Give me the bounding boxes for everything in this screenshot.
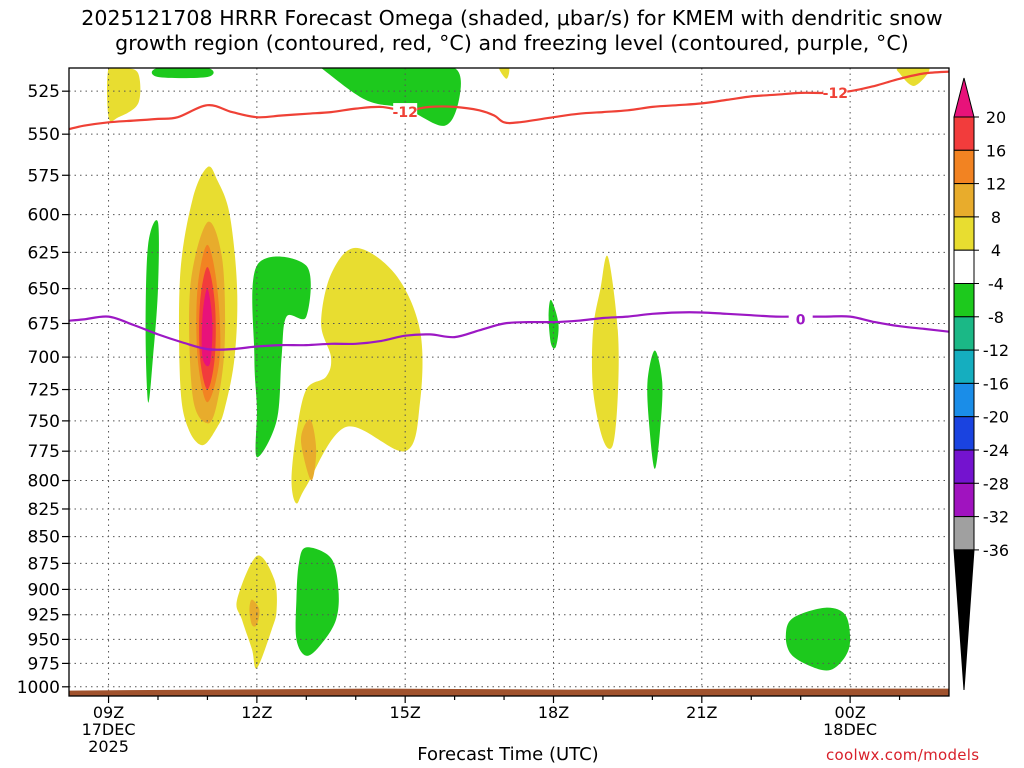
colorbar-tick-label: 16 — [986, 141, 1006, 160]
y-tick-label: 750 — [28, 412, 60, 432]
colorbar-swatch — [953, 116, 975, 151]
x-tick-label: 17DEC — [82, 720, 136, 739]
y-tick-label: 1000 — [17, 678, 60, 698]
y-tick-label: 775 — [28, 442, 60, 462]
terrain-strip — [69, 688, 949, 696]
chart-title: 2025121708 HRRR Forecast Omega (shaded, … — [0, 6, 1024, 56]
y-tick-label: 725 — [28, 381, 60, 401]
y-tick-label: 800 — [28, 472, 60, 492]
colorbar-swatch — [953, 416, 975, 451]
y-tick-label: 600 — [28, 206, 60, 226]
y-tick-label: 550 — [28, 125, 60, 145]
x-tick-label: 18DEC — [823, 720, 877, 739]
y-tick-label: 850 — [28, 528, 60, 548]
colorbar-tick-label: -32 — [983, 508, 1009, 527]
terrain-fill — [69, 688, 949, 696]
colorbar-swatch — [953, 183, 975, 218]
y-tick-label: 825 — [28, 500, 60, 520]
y-tick-label: 925 — [28, 606, 60, 626]
colorbar-tick-label: 12 — [986, 175, 1006, 194]
contour-label-bg — [788, 310, 813, 327]
temperature-contours: -12 -12 0 — [69, 70, 949, 351]
gridlines — [69, 68, 949, 696]
omega-region — [896, 68, 930, 86]
pressure-axis: 525 550 575 600 625 650 675 700 725 750 775 800 825 8… — [17, 82, 69, 698]
omega-region — [291, 247, 423, 504]
colorbar-top-arrow — [953, 77, 975, 118]
x-tick-label: 2025 — [88, 737, 129, 756]
y-tick-label: 875 — [28, 554, 60, 574]
colorbar-swatch — [953, 216, 975, 251]
x-tick-label: 18Z — [538, 703, 569, 722]
y-tick-label: 625 — [28, 243, 60, 263]
omega-region — [201, 288, 213, 367]
colorbar-bottom-arrow — [953, 549, 975, 691]
omega-shading — [107, 68, 930, 671]
colorbar-tick-label: 8 — [991, 208, 1001, 227]
colorbar-swatch — [953, 482, 975, 518]
omega-region — [321, 68, 461, 126]
colorbar-tick-label: -36 — [983, 541, 1009, 560]
omega-region — [499, 68, 510, 79]
y-tick-label: 575 — [28, 166, 60, 186]
y-tick-label: 900 — [28, 580, 60, 600]
colorbar-tick-label: -16 — [983, 374, 1009, 393]
colorbar-swatch — [953, 382, 975, 418]
colorbar-tick-label: -24 — [983, 441, 1009, 460]
colorbar-swatch — [953, 283, 975, 318]
omega-region — [249, 599, 260, 627]
x-tick-label: 12Z — [241, 703, 272, 722]
contour-line — [69, 70, 949, 131]
y-tick-label: 700 — [28, 348, 60, 368]
omega-region — [300, 419, 317, 481]
colorbar-swatch — [953, 516, 975, 551]
colorbar-swatch — [953, 149, 975, 185]
omega-region — [647, 350, 663, 469]
contour-label: -12 — [393, 105, 418, 121]
omega-region — [295, 547, 339, 656]
site-credit: coolwx.com/models — [826, 746, 980, 764]
colorbar: 20 16 12 8 4 -4 -8 -12 -16 -20 -24 -28 -32 -36 — [953, 77, 1009, 691]
x-tick-label: 21Z — [686, 703, 717, 722]
colorbar-tick-label: -4 — [988, 275, 1004, 294]
x-axis-title: Forecast Time (UTC) — [417, 744, 599, 765]
plot-frame — [68, 67, 950, 697]
colorbar-tick-label: 20 — [986, 108, 1006, 127]
title-line-1: 2025121708 HRRR Forecast Omega (shaded, … — [81, 6, 943, 30]
contour-label-bg — [393, 103, 418, 120]
colorbar-tick-label: -8 — [988, 308, 1004, 327]
x-tick-label: 00Z — [834, 703, 865, 722]
contour-label: 0 — [796, 312, 806, 328]
x-tick-label: 15Z — [390, 703, 421, 722]
omega-region — [591, 255, 619, 449]
y-tick-label: 650 — [28, 280, 60, 300]
colorbar-swatch — [953, 249, 975, 284]
omega-region — [145, 220, 159, 403]
colorbar-swatch — [953, 316, 975, 351]
omega-region — [151, 68, 214, 79]
colorbar-swatch — [953, 349, 975, 384]
omega-region — [107, 68, 141, 122]
y-tick-label: 975 — [28, 654, 60, 674]
colorbar-tick-label: -12 — [983, 341, 1009, 360]
colorbar-swatch — [953, 449, 975, 484]
y-tick-label: 675 — [28, 314, 60, 334]
contour-label: -12 — [823, 86, 848, 102]
omega-region — [252, 256, 311, 458]
contour-label-bg — [823, 83, 848, 100]
title-line-2: growth region (contoured, red, °C) and f… — [115, 31, 909, 55]
omega-region — [548, 299, 559, 349]
colorbar-tick-label: 4 — [991, 241, 1001, 260]
colorbar-tick-label: -28 — [983, 474, 1009, 493]
y-tick-label: 950 — [28, 630, 60, 650]
colorbar-tick-label: -20 — [983, 408, 1009, 427]
y-tick-label: 525 — [28, 82, 60, 102]
x-tick-label: 09Z — [93, 703, 124, 722]
